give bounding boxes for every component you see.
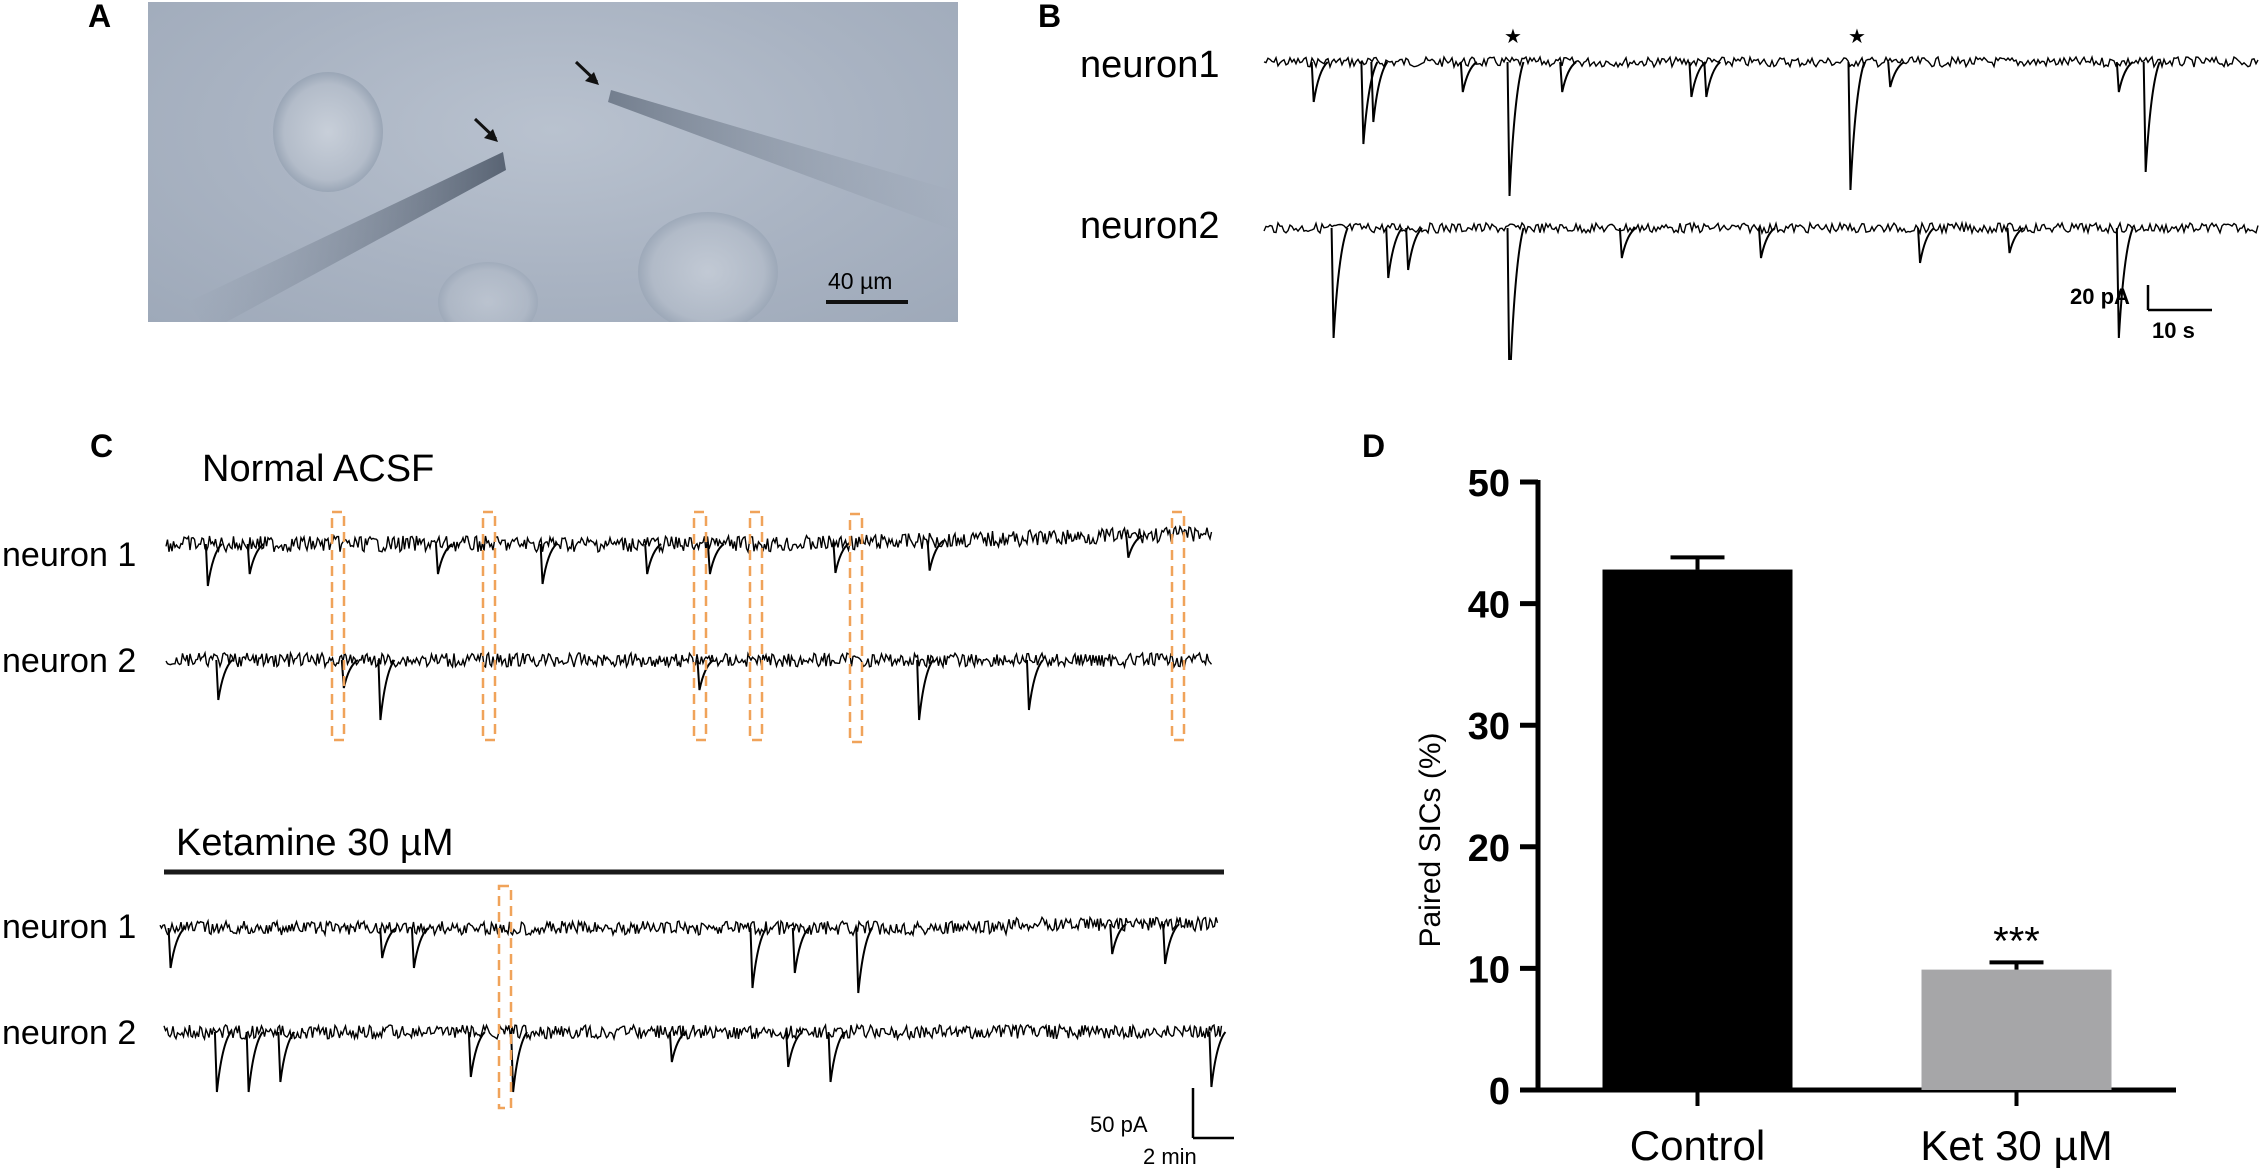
scale-time-label: 10 s <box>2152 318 2195 343</box>
paired-event-star: ★ <box>1504 26 1522 48</box>
panel-b-traces <box>1263 54 2259 360</box>
y-tick-label: 30 <box>1468 706 1510 748</box>
panel-d-letter: D <box>1362 428 1386 464</box>
highlight-box <box>481 510 497 742</box>
paired-event-highlights <box>330 510 1186 1110</box>
y-tick-label: 0 <box>1489 1071 1510 1113</box>
highlight-box <box>330 510 346 742</box>
trace-ketamine-neuron1 <box>159 915 1219 994</box>
highlight-box <box>748 510 764 742</box>
pipette-left <box>188 152 506 322</box>
cell-body <box>438 262 538 322</box>
trace-ketamine-neuron2 <box>163 1022 1227 1093</box>
trace-neuron1 <box>1263 54 2259 197</box>
pipette-right <box>608 90 958 232</box>
trace-label-c-neuron1-ket: neuron 1 <box>2 908 137 946</box>
y-tick-label: 20 <box>1468 828 1510 870</box>
panel-c-traces <box>159 510 1234 1140</box>
trace-normal-neuron1 <box>165 524 1213 587</box>
condition-label-normal: Normal ACSF <box>202 448 435 490</box>
panel-c-letter: C <box>90 428 114 464</box>
x-tick-label: Ket 30 µM <box>1920 1122 2112 1168</box>
cell-body <box>638 212 778 322</box>
highlight-box <box>497 884 513 1110</box>
bar <box>1602 569 1793 1090</box>
scale-current-label-c: 50 pA <box>1090 1112 1148 1137</box>
condition-label-ketamine: Ketamine 30 µM <box>176 822 454 864</box>
trace-neuron2 <box>1263 220 2259 360</box>
arrow-icon <box>574 60 599 85</box>
panel-b-letter: B <box>1038 0 1062 34</box>
paired-event-star: ★ <box>1848 26 1866 48</box>
trace-normal-neuron2 <box>165 650 1213 721</box>
significance-label: *** <box>1993 919 2040 963</box>
y-tick-label: 50 <box>1468 463 1510 505</box>
bar-chart: Paired SICs (%) 0 10 20 30 40 50 Control Ket 30… <box>1414 463 2176 1168</box>
trace-label-c-neuron2-ket: neuron 2 <box>2 1014 137 1052</box>
scale-bar-label: 40 µm <box>828 268 893 294</box>
y-axis-label: Paired SICs (%) <box>1414 732 1447 947</box>
scale-time-label-c: 2 min <box>1143 1144 1197 1169</box>
arrow-icon <box>473 117 498 142</box>
x-tick-label: Control <box>1630 1122 1765 1168</box>
highlight-box <box>1170 510 1186 742</box>
highlight-box <box>692 510 708 742</box>
trace-label-neuron1: neuron1 <box>1080 44 1220 86</box>
trace-label-neuron2: neuron2 <box>1080 205 1220 247</box>
cell-body <box>273 72 383 192</box>
y-tick-label: 10 <box>1468 949 1510 991</box>
scale-current-label: 20 pA <box>2070 284 2130 309</box>
panel-a-letter: A <box>88 0 112 34</box>
trace-label-c-neuron1: neuron 1 <box>2 536 137 574</box>
y-tick-label: 40 <box>1468 585 1510 627</box>
bar <box>1921 969 2112 1090</box>
microscope-image: 40 µm <box>148 2 958 322</box>
trace-label-c-neuron2: neuron 2 <box>2 642 137 680</box>
highlight-box <box>848 512 864 744</box>
